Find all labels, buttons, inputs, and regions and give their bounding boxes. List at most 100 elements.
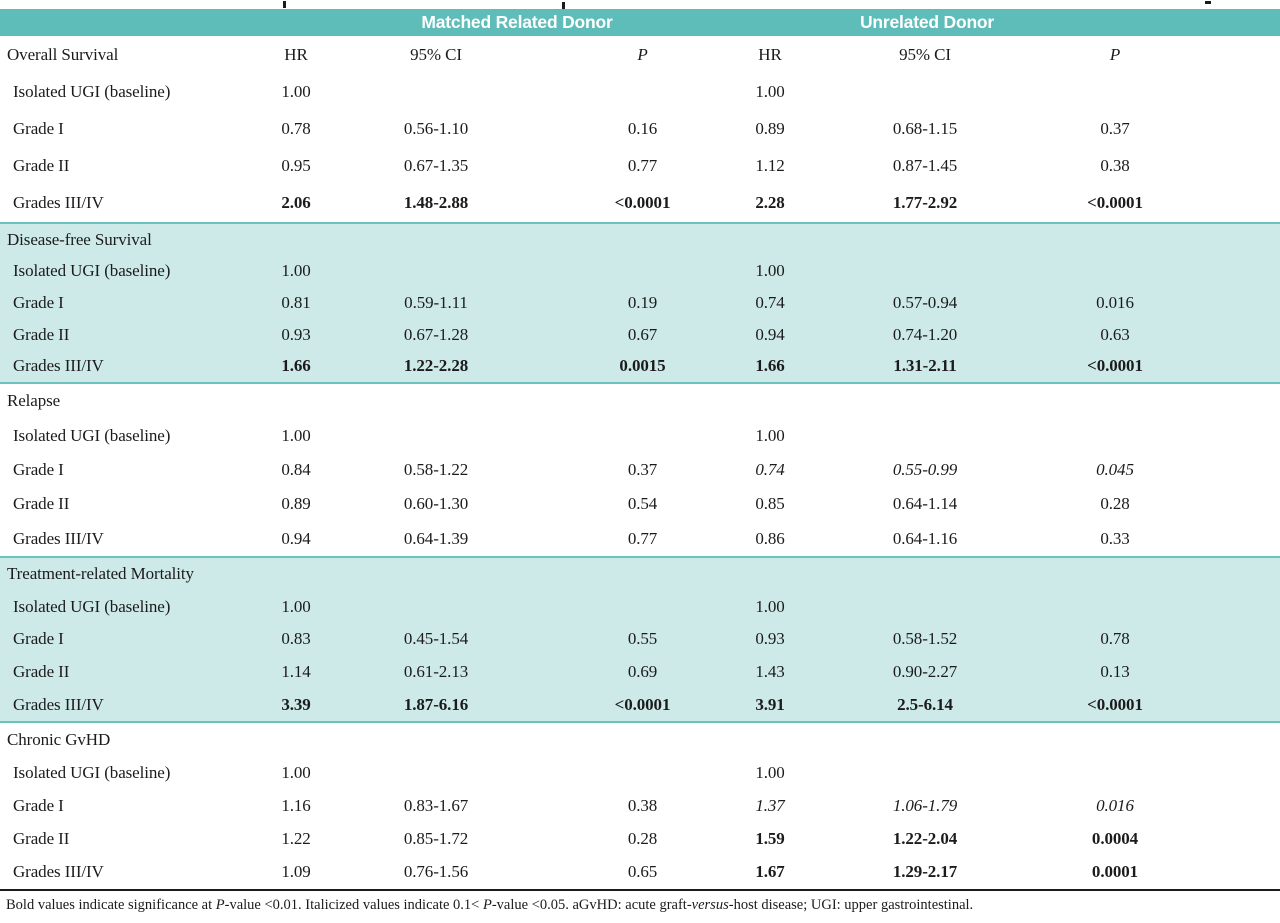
section-relapse: Relapse Isolated UGI (baseline) 1.00 1.00 Gr… xyxy=(0,384,1280,556)
hr-cell: 0.74 xyxy=(755,292,785,312)
hr-cell: 0.55 xyxy=(627,629,658,649)
hr-cell: 1.00 xyxy=(281,81,311,101)
hr-cell: 1.06-1.79 xyxy=(892,796,958,815)
cropped-text-fragment xyxy=(1205,1,1211,4)
hr-cell: 0.93 xyxy=(755,629,785,649)
table-row: Grade II 0.89 0.60-1.30 0.54 0.85 0.64-1.14 0.… xyxy=(0,487,1280,521)
hr-cell: 0.55-0.99 xyxy=(892,460,958,480)
hr-cell: 0.16 xyxy=(627,119,658,138)
group-header-unrelated-donor: Unrelated Donor xyxy=(859,12,995,32)
footnote-segment: -value <0.05. aGvHD: acute graft- xyxy=(491,897,692,913)
hr-cell: 0.67-1.28 xyxy=(403,324,469,344)
hr-cell: 1.22-2.04 xyxy=(892,829,958,849)
hr-cell: 0.78 xyxy=(281,119,311,138)
row-label: Isolated UGI (baseline) xyxy=(13,596,171,616)
hr-cell: 0.19 xyxy=(627,292,658,312)
row-label: Grades III/IV xyxy=(13,356,104,376)
hr-cell: 1.66 xyxy=(755,356,785,376)
row-label: Grade I xyxy=(13,796,64,815)
row-label: Grade I xyxy=(13,629,64,649)
hr-cell: 0.61-2.13 xyxy=(403,662,469,682)
hr-cell: 0.83 xyxy=(281,629,311,649)
hr-cell: 1.22 xyxy=(281,829,311,849)
hr-cell: <0.0001 xyxy=(1087,694,1143,714)
hr-cell: 0.016 xyxy=(1096,796,1134,815)
table-row: Grade II 0.93 0.67-1.28 0.67 0.94 0.74-1.20 0.… xyxy=(0,319,1280,351)
row-label: Isolated UGI (baseline) xyxy=(13,261,171,281)
hr-cell: 3.39 xyxy=(281,694,311,714)
hr-cell: 0.33 xyxy=(1100,528,1130,548)
table-row: Grade I 0.81 0.59-1.11 0.19 0.74 0.57-0.94 0.0… xyxy=(0,287,1280,319)
hr-cell: 1.29-2.17 xyxy=(892,862,958,882)
hr-cell: 1.00 xyxy=(755,261,785,281)
section-title: Overall Survival xyxy=(7,44,119,64)
section-overall-survival: Overall Survival HR 95% CI P HR 95% CI P Isolat… xyxy=(0,36,1280,222)
hr-cell: 0.85 xyxy=(755,494,785,514)
cropped-text-fragment xyxy=(283,1,286,8)
hr-cell: 0.68-1.15 xyxy=(892,119,958,138)
hr-cell: 0.57-0.94 xyxy=(892,292,958,312)
table-row: Isolated UGI (baseline) 1.00 1.00 xyxy=(0,73,1280,110)
hr-cell: 0.78 xyxy=(1100,629,1130,649)
row-label: Grades III/IV xyxy=(13,193,104,213)
table-row: Grades III/IV 3.39 1.87-6.16 <0.0001 3.91 2.5… xyxy=(0,688,1280,721)
table-row: Isolated UGI (baseline) 1.00 1.00 xyxy=(0,256,1280,288)
hr-cell: 1.00 xyxy=(281,425,311,445)
row-label: Grade I xyxy=(13,292,64,312)
hr-cell: 1.09 xyxy=(281,862,311,882)
row-label: Grade II xyxy=(13,662,70,682)
hr-cell: 2.28 xyxy=(755,193,785,213)
group-header-spacer xyxy=(0,9,240,36)
hr-cell: <0.0001 xyxy=(1087,193,1143,213)
table-row: Grades III/IV 1.09 0.76-1.56 0.65 1.67 1.29-2… xyxy=(0,856,1280,889)
section-title-row: Overall Survival HR 95% CI P HR 95% CI P xyxy=(0,36,1280,73)
hr-cell: 1.43 xyxy=(755,662,785,682)
hr-cell: 0.77 xyxy=(627,528,658,548)
table-row: Isolated UGI (baseline) 1.00 1.00 xyxy=(0,591,1280,624)
hr-cell: 0.0015 xyxy=(619,356,666,376)
hr-cell: 3.91 xyxy=(755,694,785,714)
hr-cell: 0.64-1.39 xyxy=(403,528,469,548)
hr-cell: 1.00 xyxy=(281,261,311,281)
section-title-row: Chronic GvHD xyxy=(0,723,1280,756)
hr-cell: 1.16 xyxy=(281,796,311,815)
hr-cell: 0.94 xyxy=(281,528,311,548)
hr-cell: 0.85-1.72 xyxy=(403,829,469,849)
hr-cell: 1.00 xyxy=(755,596,785,616)
hr-cell: 2.5-6.14 xyxy=(897,694,953,714)
group-header-band: Matched Related Donor Unrelated Donor xyxy=(0,9,1280,36)
row-label: Grades III/IV xyxy=(13,862,104,882)
table-row: Grade I 0.84 0.58-1.22 0.37 0.74 0.55-0.99 0.0… xyxy=(0,453,1280,487)
row-label: Grade II xyxy=(13,829,70,849)
hr-cell: 0.64-1.14 xyxy=(892,494,958,514)
section-title: Treatment-related Mortality xyxy=(7,564,194,584)
table-row: Grade II 0.95 0.67-1.35 0.77 1.12 0.87-1.45 0.… xyxy=(0,148,1280,185)
hr-cell: 1.22-2.28 xyxy=(403,356,469,376)
hr-cell: 0.77 xyxy=(627,156,658,176)
hr-cell: 1.00 xyxy=(281,596,311,616)
hr-cell: 0.64-1.16 xyxy=(892,528,958,548)
footnote-segment: P xyxy=(215,897,225,913)
section-chronic-gvhd: Chronic GvHD Isolated UGI (baseline) 1.00 1… xyxy=(0,723,1280,889)
hr-cell: 0.56-1.10 xyxy=(403,119,469,138)
hr-cell: 1.31-2.11 xyxy=(893,356,957,376)
hr-cell: 0.045 xyxy=(1096,460,1134,480)
section-title: Disease-free Survival xyxy=(7,229,152,249)
hr-cell: <0.0001 xyxy=(614,193,671,213)
hr-cell: 0.63 xyxy=(1100,324,1130,344)
hr-cell: 0.65 xyxy=(627,862,658,882)
hr-cell: 0.76-1.56 xyxy=(403,862,469,882)
hr-cell: 0.87-1.45 xyxy=(892,156,958,176)
hr-cell: 0.89 xyxy=(281,494,311,514)
section-treatment-related-mortality: Treatment-related Mortality Isolated UGI … xyxy=(0,556,1280,723)
hr-cell: 0.37 xyxy=(627,460,658,480)
row-label: Isolated UGI (baseline) xyxy=(13,762,171,782)
hr-cell: 1.77-2.92 xyxy=(892,193,958,213)
hr-cell: 0.89 xyxy=(755,119,785,138)
row-label: Grade II xyxy=(13,324,70,344)
table-row: Grades III/IV 1.66 1.22-2.28 0.0015 1.66 1.31… xyxy=(0,350,1280,382)
hr-cell: 0.84 xyxy=(281,460,311,480)
section-title: Relapse xyxy=(7,391,61,411)
row-label: Grade I xyxy=(13,119,64,138)
hr-cell: 0.28 xyxy=(1100,494,1130,514)
